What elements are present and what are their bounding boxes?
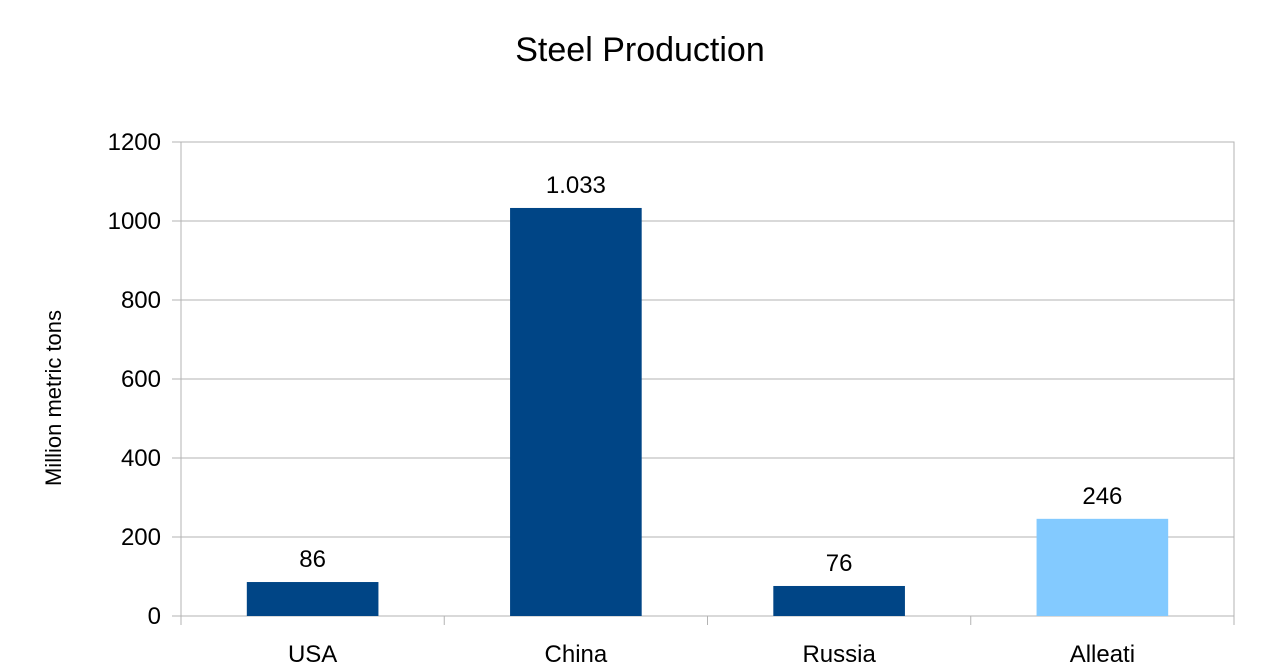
bar-usa (246, 582, 379, 616)
x-category-label: USA (288, 641, 337, 667)
y-tick-label: 400 (121, 445, 161, 472)
y-tick-label: 0 (148, 603, 161, 630)
x-category-label: China (545, 641, 608, 667)
data-label-china: 1.033 (546, 172, 606, 199)
y-tick-label: 800 (121, 287, 161, 314)
bar-russia (773, 585, 905, 616)
bar-china (510, 207, 642, 616)
y-tick-label: 200 (121, 524, 161, 551)
data-labels: 86 1.033 76 246 (299, 172, 1122, 577)
bars (246, 207, 1169, 616)
y-axis-label: Million metric tons (41, 310, 66, 486)
y-tick-label: 600 (121, 366, 161, 393)
bar-alleati (1036, 518, 1169, 616)
gridlines (172, 141, 1235, 625)
y-tick-label: 1000 (108, 208, 161, 235)
y-axis-ticks: 0 200 400 600 800 1000 1200 (108, 129, 161, 630)
data-label-usa: 86 (299, 546, 326, 573)
x-category-label: Alleati (1070, 641, 1135, 667)
chart-title: Steel Production (515, 31, 765, 69)
data-label-alleati: 246 (1082, 483, 1122, 510)
data-label-russia: 76 (826, 550, 853, 577)
x-category-label: Russia (802, 641, 876, 667)
x-axis-categories: USA China Russia Alleati (288, 641, 1135, 667)
y-tick-label: 1200 (108, 129, 161, 156)
